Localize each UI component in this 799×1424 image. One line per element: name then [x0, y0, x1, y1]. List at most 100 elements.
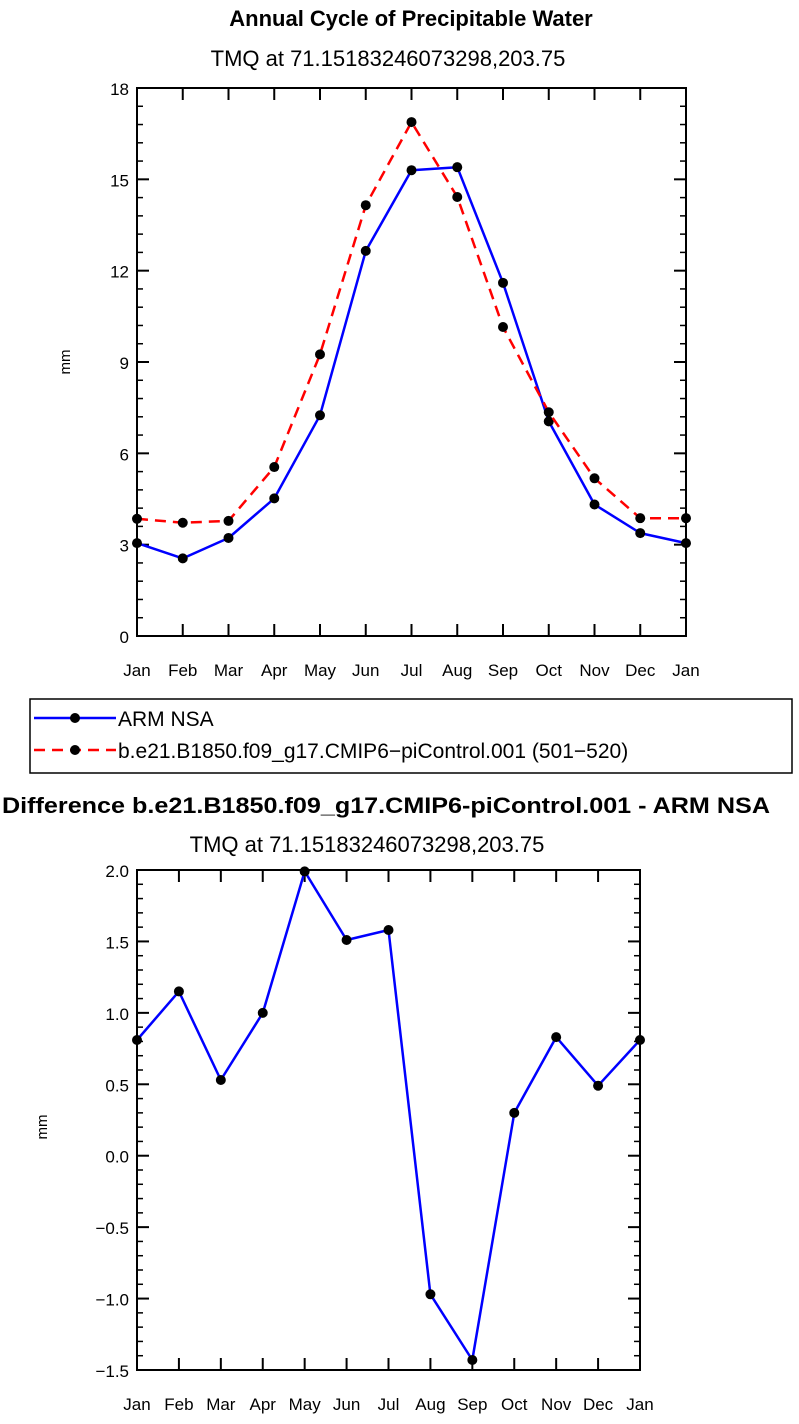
chart1-point [589, 499, 600, 510]
chart1-point [177, 553, 188, 564]
chart2-ytick-label: 1.0 [105, 1005, 129, 1024]
chart1-point [498, 321, 508, 332]
chart1-point [177, 517, 188, 528]
chart2-ylabel: mm [34, 1115, 51, 1140]
chart2-point [425, 1289, 436, 1300]
chart2-series-line-0 [136, 870, 641, 1362]
chart1-xtick-label: Aug [442, 661, 472, 680]
chart1-xtick-label: Jul [401, 661, 423, 680]
chart1-point [315, 410, 325, 421]
chart2-frame [136, 869, 641, 1371]
chart1-ytick-label: 6 [120, 445, 129, 464]
chart1-point [223, 515, 234, 526]
chart2-point [173, 986, 184, 997]
chart1-xtick-label: Jun [352, 661, 379, 680]
chart1-point [635, 528, 646, 539]
chart1-xtick-label: May [304, 661, 337, 680]
chart2-xtick-label: Feb [164, 1395, 193, 1414]
chart1-xtick-label: Mar [214, 661, 244, 680]
chart1-point [543, 407, 554, 418]
chart2-point [341, 935, 352, 945]
chart2-point [635, 1035, 645, 1045]
chart1-point [132, 513, 142, 524]
chart1-series-layer [132, 117, 691, 564]
chart2-point [257, 1007, 268, 1018]
chart2-xtick-label: Sep [457, 1395, 487, 1414]
chart2-ytick-label: 2.0 [105, 862, 129, 881]
chart1-point [452, 191, 463, 202]
chart2-point [132, 1035, 142, 1045]
chart2-series-layer [132, 866, 645, 1365]
chart1-xtick-label: Nov [579, 661, 610, 680]
chart1-xtick-label: Apr [261, 661, 288, 680]
chart2-ytick-label: 0.0 [105, 1148, 129, 1167]
chart2-point [593, 1080, 604, 1091]
chart1-point [635, 513, 646, 524]
chart1-title: Annual Cycle of Precipitable Water [229, 6, 593, 31]
chart1-point [406, 165, 417, 176]
chart1-ytick-label: 3 [120, 537, 129, 556]
chart2-ytick-label: 0.5 [105, 1076, 129, 1095]
chart2-xtick-label: Jan [626, 1395, 653, 1414]
chart1-ytick-label: 15 [110, 171, 129, 190]
chart1-ytick-label: 9 [120, 354, 129, 373]
chart2-xtick-label: Dec [583, 1395, 614, 1414]
chart2-axes: −1.5 −1.0 −0.5 0.0 0.5 1.0 1.5 2.0 Jan Feb Mar Apr M… [95, 862, 653, 1414]
chart1-point [543, 416, 554, 427]
chart1-point [681, 513, 691, 524]
chart2-xtick-label: Oct [501, 1395, 528, 1414]
legend-label-model: b.e21.B1850.f09_g17.CMIP6−piControl.001 … [118, 740, 628, 763]
chart1-xtick-label: Oct [536, 661, 563, 680]
legend-marker-arm-nsa [70, 713, 80, 723]
chart1-point [498, 277, 508, 288]
chart2-xtick-label: Apr [250, 1395, 277, 1414]
chart1-ytick-label: 18 [110, 80, 129, 99]
chart2-point [509, 1107, 520, 1118]
legend-box [29, 698, 793, 774]
chart2-xtick-label: Mar [206, 1395, 236, 1414]
chart2-xtick-label: Jun [333, 1395, 360, 1414]
chart-difference: Difference b.e21.B1850.f09_g17.CMIP6-piC… [2, 793, 770, 1414]
chart1-series-line-0 [136, 165, 687, 560]
chart1-ytick-label: 0 [120, 628, 129, 647]
chart2-xtick-label: Jul [378, 1395, 400, 1414]
legend-marker-model [70, 745, 80, 755]
chart2-point [551, 1032, 562, 1043]
chart1-xtick-label: Jan [123, 661, 150, 680]
chart1-point [452, 162, 463, 173]
chart1-series-line-1 [136, 120, 686, 524]
chart2-title: Difference b.e21.B1850.f09_g17.CMIP6-piC… [2, 793, 770, 818]
chart2-ytick-label: −0.5 [95, 1219, 129, 1238]
chart1-point [681, 538, 691, 549]
chart-annual-cycle: Annual Cycle of Precipitable Water TMQ a… [57, 6, 700, 680]
chart2-ytick-label: −1.0 [95, 1291, 129, 1310]
chart1-xtick-label: Dec [625, 661, 656, 680]
chart2-xtick-label: May [289, 1395, 322, 1414]
chart1-xtick-label: Sep [488, 661, 518, 680]
chart2-xtick-label: Jan [123, 1395, 150, 1414]
chart1-point [589, 473, 600, 484]
chart1-ylabel: mm [57, 350, 74, 375]
chart1-point [360, 245, 371, 256]
chart1-point [223, 532, 234, 543]
chart2-point [215, 1075, 226, 1085]
chart2-ytick-label: 1.5 [105, 933, 129, 952]
chart1-point [406, 117, 417, 128]
chart1-ytick-label: 12 [110, 263, 129, 282]
chart1-point [269, 462, 280, 473]
chart2-point [467, 1355, 478, 1365]
chart2-xtick-label: Aug [415, 1395, 445, 1414]
chart1-legend: ARM NSA b.e21.B1850.f09_g17.CMIP6−piCont… [29, 698, 793, 774]
chart2-point [383, 925, 394, 935]
chart2-ytick-label: −1.5 [95, 1362, 129, 1381]
chart1-subtitle: TMQ at 71.15183246073298,203.75 [211, 46, 566, 71]
chart1-point [269, 493, 280, 504]
chart2-point [299, 866, 310, 877]
chart2-xtick-label: Nov [541, 1395, 572, 1414]
chart1-xtick-label: Jan [672, 661, 699, 680]
chart2-subtitle: TMQ at 71.15183246073298,203.75 [190, 832, 545, 857]
chart1-point [315, 349, 325, 360]
chart1-axes: 0 3 6 9 12 15 18 Jan Feb Mar Apr May Jun Jul Aug Sep Oct… [110, 80, 700, 680]
